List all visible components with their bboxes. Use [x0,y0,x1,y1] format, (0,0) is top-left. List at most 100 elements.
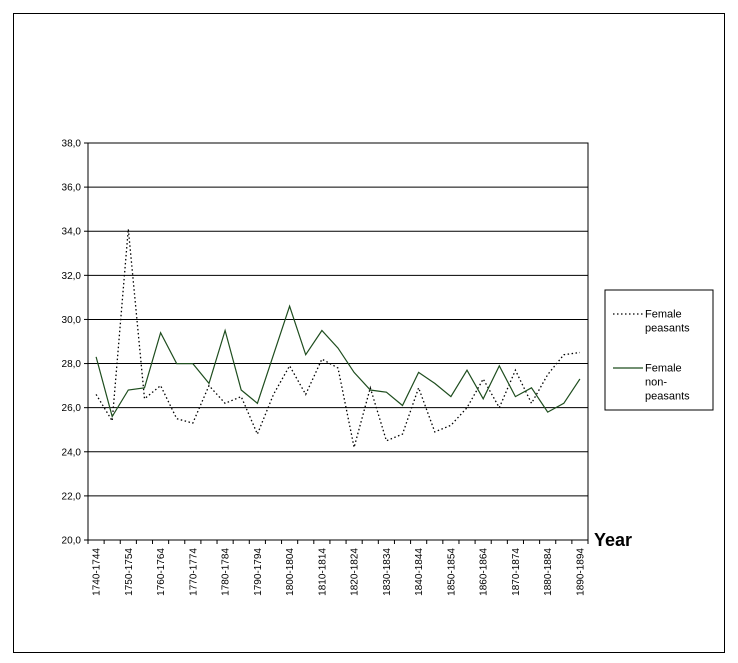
data-point [450,396,452,398]
series-line-female-peasants [95,228,580,448]
x-tick-label: 1790-1794 [253,548,264,596]
data-point [547,411,549,413]
legend-label: non- [645,377,667,389]
data-point [547,374,549,376]
data-point [337,347,339,349]
plot-area-border [87,142,589,541]
data-point [466,407,468,409]
legend-label: Female [645,363,682,375]
legend-label: peasants [645,323,690,335]
series-lines [95,228,581,449]
y-tick-label: 38,0 [62,139,82,150]
y-tick-label: 22,0 [62,491,82,502]
data-point [144,387,146,389]
x-tick-label: 1750-1754 [124,548,135,596]
x-tick-label: 1770-1774 [188,548,199,596]
data-point [434,431,436,433]
x-tick-label: 1850-1854 [446,548,457,596]
data-point [579,352,581,354]
y-tick-label: 20,0 [62,536,82,547]
data-point [321,330,323,332]
y-tick-label: 34,0 [62,227,82,238]
data-point [224,402,226,404]
data-point [515,369,517,371]
x-tick-label: 1780-1784 [221,548,232,596]
data-point [257,433,259,435]
data-point [95,356,97,358]
data-point [402,405,404,407]
data-point [111,420,113,422]
data-point [208,383,210,385]
data-point [289,365,291,367]
data-point [289,305,291,307]
series-line-female-non-peasants [95,304,581,419]
data-point [240,389,242,391]
data-point [418,387,420,389]
data-point [563,354,565,356]
data-point [498,407,500,409]
data-point [321,358,323,360]
y-tick-label: 36,0 [62,183,82,194]
data-point [498,365,500,367]
x-tick-label: 1820-1824 [350,548,361,596]
gridlines [88,142,588,541]
data-point [466,369,468,371]
data-point [257,402,259,404]
x-tick-label: 1880-1884 [543,548,554,596]
y-tick-label: 24,0 [62,447,82,458]
x-axis-ticks: 1740-1744 1750-1754 1760-1764 1770-1774 1780… [87,540,589,596]
data-point [192,422,194,424]
data-point [353,447,355,449]
x-tick-label: 1810-1814 [317,548,328,596]
x-tick-label: 1740-1744 [92,548,103,596]
x-axis-label: Year [594,530,632,550]
data-point [482,378,484,380]
x-tick-label: 1830-1834 [382,548,393,596]
data-point [111,416,113,418]
data-point [515,396,517,398]
data-point [369,389,371,391]
data-point [208,385,210,387]
y-tick-label: 30,0 [62,315,82,326]
data-point [128,389,130,391]
data-point [224,330,226,332]
data-point [402,433,404,435]
data-point [128,228,130,230]
legend-label: peasants [645,391,690,403]
data-point [369,387,371,389]
data-point [418,372,420,374]
legend-label: Female [645,309,682,321]
data-point [337,367,339,369]
data-point [579,378,581,380]
data-point [95,394,97,396]
data-point [386,391,388,393]
x-tick-label: 1760-1764 [156,548,167,596]
data-point [531,387,533,389]
x-tick-label: 1800-1804 [285,548,296,596]
data-point [386,440,388,442]
y-tick-label: 28,0 [62,359,82,370]
data-point [176,418,178,420]
data-point [305,394,307,396]
y-tick-label: 32,0 [62,271,82,282]
data-point [434,383,436,385]
data-point [240,396,242,398]
data-point [305,354,307,356]
data-point [531,402,533,404]
data-point [273,354,275,356]
legend: Female peasants Female non-peasants [604,289,714,411]
x-tick-label: 1890-1894 [575,548,586,596]
data-point [144,398,146,400]
x-tick-label: 1840-1844 [414,548,425,596]
y-tick-label: 26,0 [62,403,82,414]
data-point [482,398,484,400]
data-point [160,385,162,387]
data-point [160,332,162,334]
data-point [450,425,452,427]
data-point [563,402,565,404]
data-point [176,363,178,365]
legend-box [604,289,714,411]
data-point [273,394,275,396]
data-point [192,363,194,365]
